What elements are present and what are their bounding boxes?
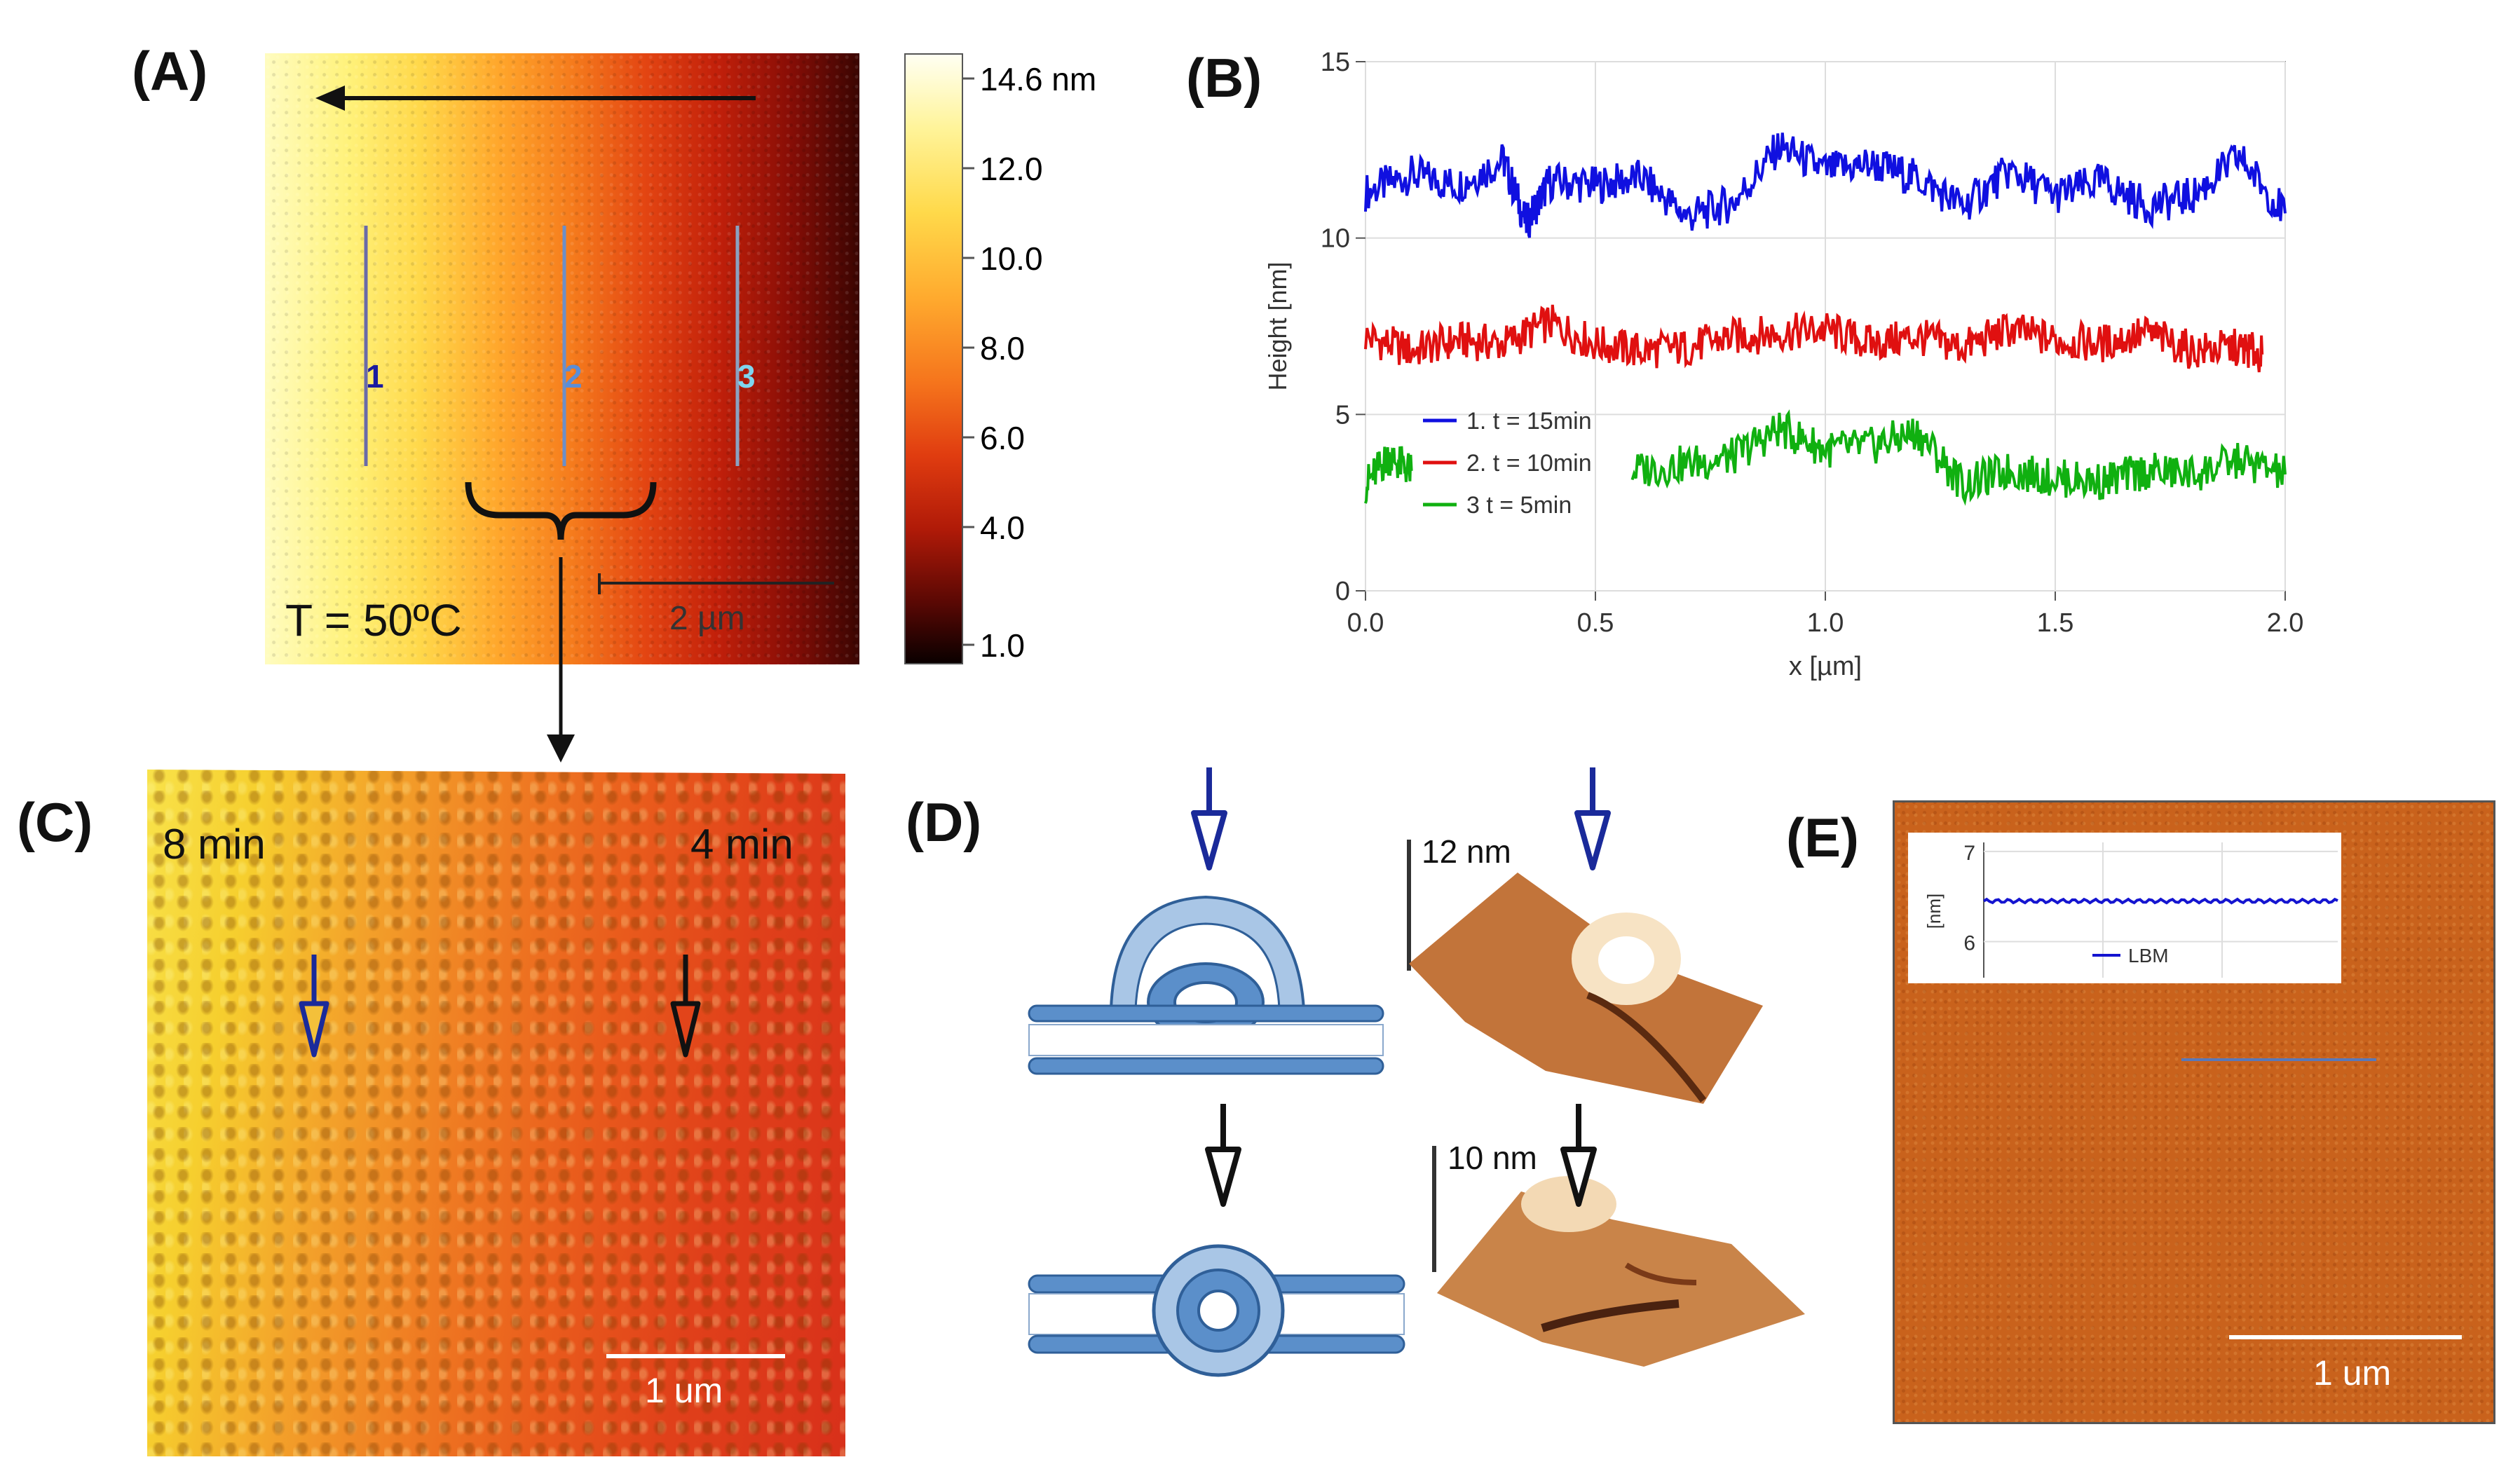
x-tick-label: 1.5	[2037, 608, 2074, 638]
blue-arrow-down-icon	[1191, 767, 1227, 870]
series-line-3	[1364, 446, 1413, 504]
panel-label-c: (C)	[17, 791, 93, 853]
profile-label-2: 2	[564, 358, 583, 395]
panel-label-b: (B)	[1186, 47, 1262, 109]
height-label-10nm: 10 nm	[1448, 1140, 1537, 1176]
panel-label-e: (E)	[1786, 807, 1859, 868]
blue-arrow-down-icon	[299, 955, 329, 1058]
time-label-4min: 4 min	[690, 821, 794, 868]
colorbar-tick: 1.0	[980, 627, 1025, 664]
height-label-12nm: 12 nm	[1422, 833, 1511, 870]
legend-label: 3 t = 5min	[1466, 492, 1572, 519]
series-line-1	[1364, 132, 2287, 238]
afm-3d-surface-c	[147, 770, 845, 1456]
afm-3d-island-bottom	[1432, 1146, 1805, 1367]
colorbar-tick: 14.6 nm	[980, 61, 1097, 97]
colorbar	[904, 53, 963, 664]
colorbar-tick: 12.0	[980, 151, 1043, 187]
colorbar-tick: 6.0	[980, 420, 1025, 456]
y-tick-label: 10	[1321, 224, 1350, 254]
colorbar-tick: 10.0	[980, 240, 1043, 277]
panel-label-d: (D)	[906, 791, 982, 853]
colorbar-tick: 4.0	[980, 510, 1025, 546]
bilayer-schematic-bottom	[1028, 1104, 1405, 1377]
blue-arrow-down-icon	[1574, 767, 1611, 870]
inset-y-tick-label: 6	[1963, 932, 1975, 955]
black-arrow-down-icon	[1205, 1104, 1241, 1207]
time-label-8min: 8 min	[163, 821, 266, 868]
colorbar-tick: 8.0	[980, 330, 1025, 367]
inset-series-line	[1982, 897, 2338, 905]
inset-y-tick-label: 7	[1963, 842, 1975, 865]
y-tick-label: 15	[1321, 48, 1350, 77]
series-line-2	[1364, 304, 2264, 373]
x-tick-label: 0.5	[1577, 608, 1614, 638]
legend-label: 1. t = 15min	[1466, 408, 1592, 435]
scale-label-a: 2 µm	[669, 600, 745, 637]
scale-label-c: 1 um	[645, 1371, 723, 1410]
scan-direction-arrowhead	[315, 86, 345, 111]
inset-y-label: [nm]	[1923, 894, 1945, 929]
scale-label-e: 1 um	[2313, 1353, 2392, 1393]
afm-3d-island-top	[1407, 840, 1763, 1104]
inset-profile-box	[1908, 833, 2341, 983]
panel-label-a: (A)	[132, 40, 208, 102]
x-axis-label: x [µm]	[1789, 652, 1862, 681]
profile-label-1: 1	[366, 358, 384, 395]
x-tick-label: 2.0	[2267, 608, 2304, 638]
y-axis-label: Height [nm]	[1263, 261, 1292, 390]
x-tick-label: 1.0	[1807, 608, 1844, 638]
black-arrow-down-icon	[670, 955, 701, 1058]
y-tick-label: 0	[1335, 577, 1350, 606]
x-tick-label: 0.0	[1347, 608, 1384, 638]
black-arrow-down-icon	[1560, 1104, 1597, 1207]
profile-label-3: 3	[737, 358, 756, 395]
zoom-arrowhead	[547, 734, 575, 763]
region-brace	[465, 481, 657, 540]
y-tick-label: 5	[1335, 400, 1350, 430]
bilayer-schematic-top	[1028, 767, 1384, 1075]
temperature-label: T = 50ºC	[285, 595, 462, 645]
series-line-3	[1630, 409, 2287, 506]
inset-legend-label: LBM	[2128, 945, 2169, 966]
legend-label: 2. t = 10min	[1466, 450, 1592, 477]
